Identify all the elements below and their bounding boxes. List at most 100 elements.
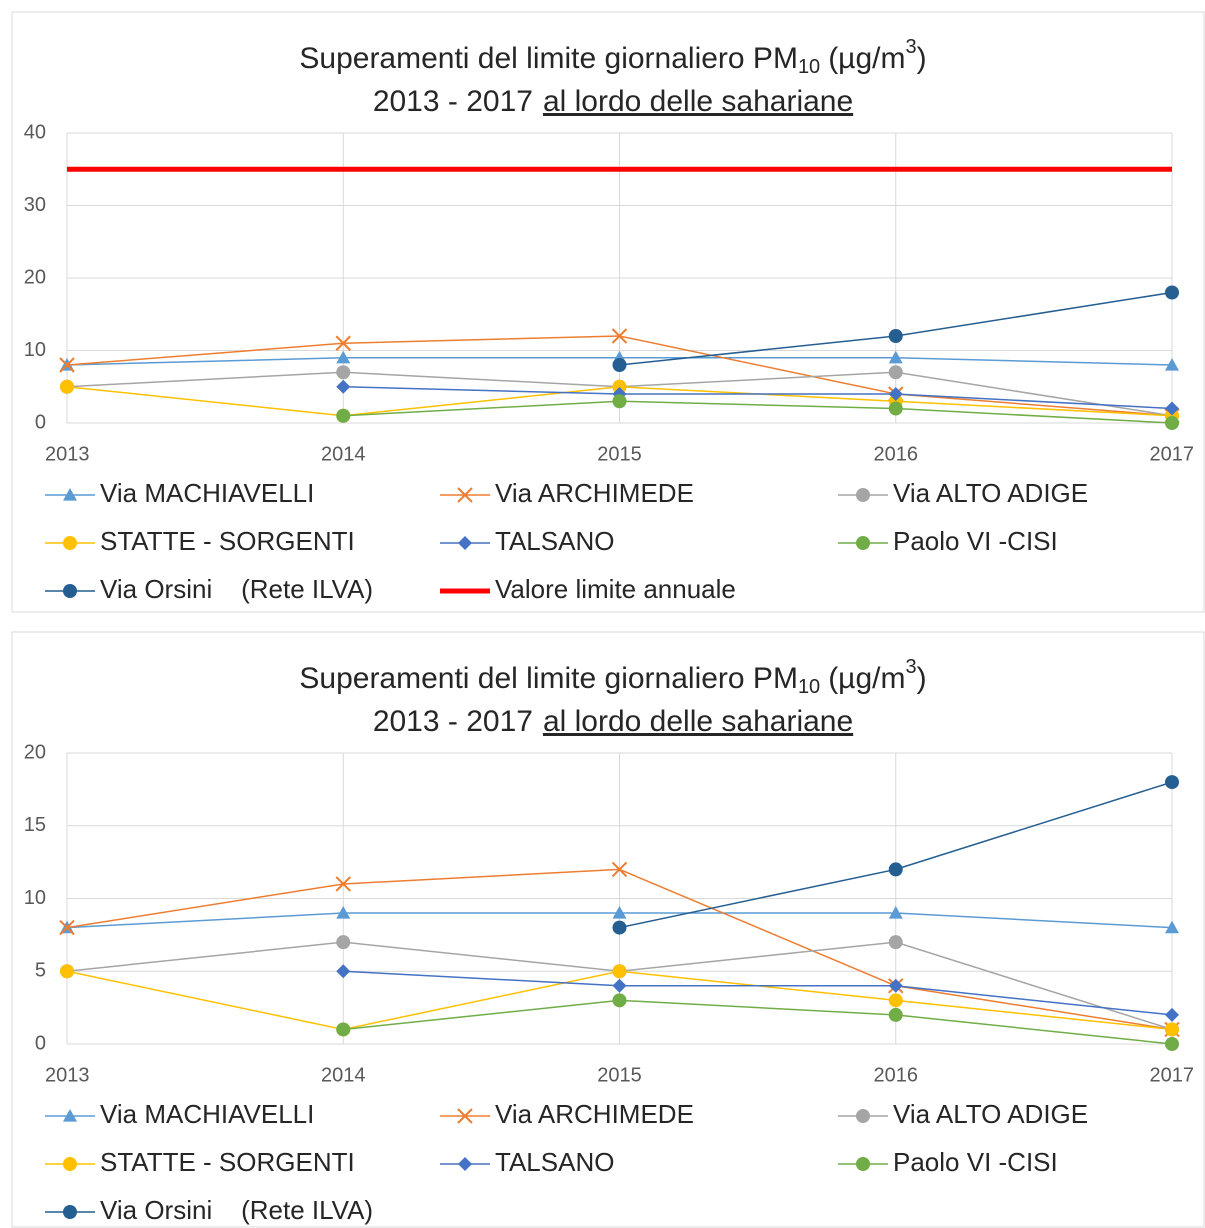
x-tick-label: 2015 (597, 443, 642, 465)
title-part: 3 (905, 36, 916, 58)
x-tick-label: 2014 (321, 443, 366, 465)
marker (60, 379, 74, 394)
y-tick-label: 15 (24, 814, 46, 836)
subtitle-part: 2013 - 2017 (373, 705, 533, 738)
marker (612, 978, 627, 993)
legend-label: Valore limite annuale (495, 574, 736, 604)
marker (888, 387, 903, 401)
marker (888, 1007, 903, 1022)
legend-label: Via MACHIAVELLI (100, 478, 314, 508)
marker (59, 919, 75, 936)
marker (612, 920, 627, 935)
y-tick-label: 0 (35, 1032, 46, 1054)
marker (888, 935, 903, 950)
marker (888, 906, 903, 919)
title-part: (µg/m (828, 42, 905, 75)
marker (336, 935, 351, 950)
marker (888, 993, 903, 1008)
marker (612, 379, 627, 394)
legend-label: Via MACHIAVELLI (100, 1099, 314, 1129)
marker (63, 1205, 77, 1219)
chart-title: Superamenti del limite giornaliero PM10 (… (299, 656, 926, 698)
y-tick-label: 30 (24, 194, 46, 216)
legend-label: STATTE - SORGENTI (100, 1147, 355, 1177)
marker (888, 862, 903, 877)
title-part: Superamenti del limite giornaliero PM (299, 662, 798, 695)
legend-label: Via ALTO ADIGE (893, 478, 1088, 508)
chart-subtitle: 2013 - 2017 al lordo delle sahariane (373, 705, 853, 738)
marker (612, 993, 627, 1008)
subtitle-part: 2013 - 2017 (373, 85, 533, 118)
marker (612, 906, 627, 919)
series-line (343, 999, 1173, 1045)
marker (458, 536, 472, 550)
marker (63, 536, 77, 550)
marker (457, 1108, 473, 1124)
marker (63, 488, 77, 501)
y-tick-label: 10 (24, 339, 46, 361)
marker (63, 1109, 77, 1122)
marker (856, 536, 870, 550)
y-tick-label: 20 (24, 741, 46, 763)
title-part: Superamenti del limite giornaliero PM (299, 42, 798, 75)
legend-label: Via Orsini (Rete ILVA) (100, 1195, 373, 1225)
chart-panel (11, 11, 1205, 613)
title-part: ) (917, 42, 927, 75)
chart-subtitle: 2013 - 2017 al lordo delle sahariane (373, 85, 853, 118)
legend-label: TALSANO (495, 1147, 614, 1177)
x-tick-label: 2016 (874, 443, 919, 465)
marker (888, 350, 903, 364)
x-tick-label: 2013 (45, 1064, 90, 1086)
marker (336, 365, 351, 380)
legend-label: TALSANO (495, 526, 614, 556)
marker (1165, 1007, 1179, 1022)
title-part: 3 (905, 656, 916, 678)
marker (336, 379, 351, 394)
marker (888, 329, 903, 343)
title-part: (µg/m (828, 662, 905, 695)
legend-label: Paolo VI -CISI (893, 1147, 1058, 1177)
legend-label: Via ARCHIMEDE (495, 478, 694, 508)
legend-label: Via ARCHIMEDE (495, 1099, 694, 1129)
chart-title: Superamenti del limite giornaliero PM10 (… (299, 36, 926, 78)
y-tick-label: 40 (24, 121, 46, 143)
marker (888, 365, 903, 380)
marker (611, 861, 628, 878)
x-tick-label: 2013 (45, 443, 90, 465)
subtitle-part: al lordo delle sahariane (543, 705, 853, 738)
chart-panel (11, 631, 1205, 1228)
marker (1165, 1022, 1179, 1037)
marker (336, 350, 351, 364)
marker (457, 487, 473, 503)
chart: Superamenti del limite giornaliero PM10(… (24, 656, 1194, 1225)
x-tick-label: 2016 (874, 1064, 919, 1086)
marker (888, 401, 903, 416)
x-tick-label: 2017 (1150, 443, 1195, 465)
marker (1165, 285, 1179, 300)
marker (60, 964, 74, 979)
y-tick-label: 5 (35, 960, 46, 982)
marker (336, 964, 351, 979)
legend-label: Paolo VI -CISI (893, 526, 1058, 556)
title-part: 10 (798, 56, 820, 78)
x-tick-label: 2017 (1150, 1064, 1195, 1086)
marker (1165, 1037, 1179, 1051)
marker (612, 394, 627, 409)
x-tick-label: 2015 (597, 1064, 642, 1086)
chart: Superamenti del limite giornaliero PM10(… (24, 36, 1194, 604)
marker (888, 978, 903, 993)
marker (336, 1022, 351, 1037)
series-line (343, 970, 1173, 1016)
legend-label: Via ALTO ADIGE (893, 1099, 1088, 1129)
legend-label: Via Orsini (Rete ILVA) (100, 574, 373, 604)
series-line (343, 400, 1173, 424)
marker (336, 408, 351, 423)
marker (63, 584, 77, 598)
marker (612, 358, 627, 372)
marker (856, 1157, 870, 1171)
marker (1165, 920, 1179, 934)
marker (856, 488, 870, 502)
marker (59, 357, 75, 373)
marker (336, 906, 351, 919)
